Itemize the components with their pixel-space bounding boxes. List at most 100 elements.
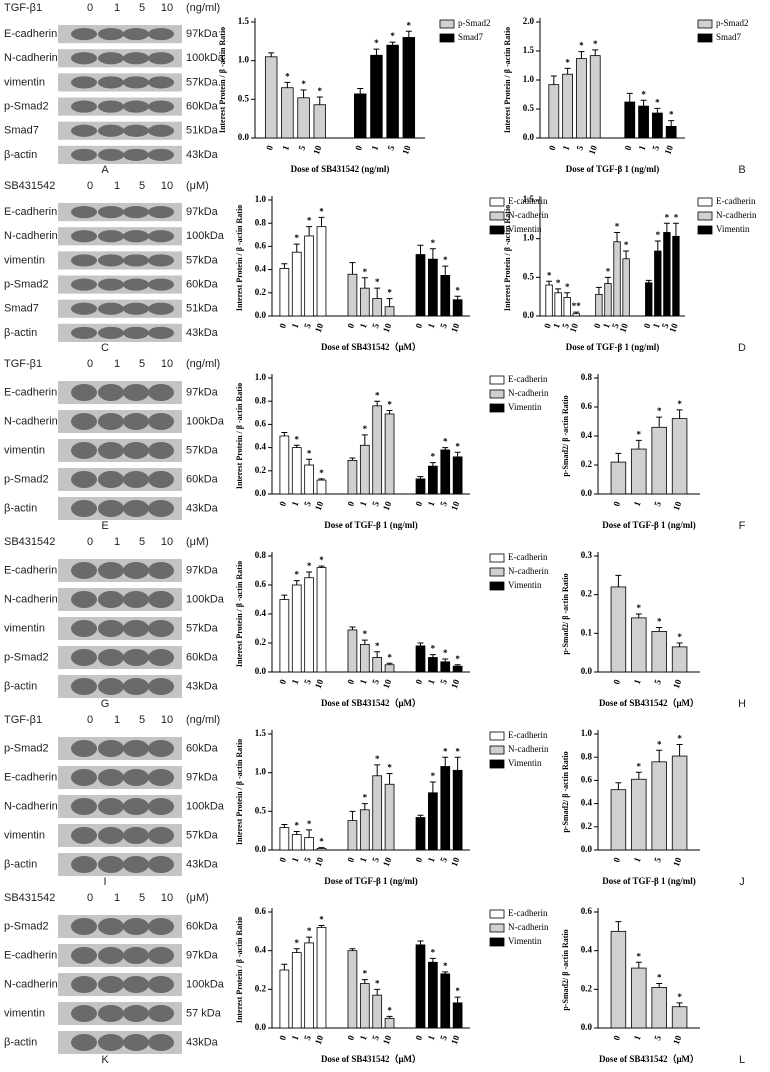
bar bbox=[545, 284, 553, 317]
x-tick-label: 0 bbox=[623, 143, 634, 151]
x-axis-label: Dose of SB431542（μM） bbox=[321, 342, 421, 352]
protein-label: β-actin bbox=[4, 149, 37, 161]
blot-band bbox=[148, 769, 174, 786]
significance-label: * bbox=[443, 961, 448, 971]
bar bbox=[428, 465, 438, 495]
error-bar bbox=[442, 658, 449, 662]
x-tick-label: 10 bbox=[313, 1033, 326, 1045]
blot-band bbox=[71, 52, 97, 65]
y-tick-label: 0.4 bbox=[255, 608, 267, 618]
error-bar bbox=[318, 565, 325, 568]
bar bbox=[613, 241, 621, 317]
legend-label: p-Smad2 bbox=[458, 18, 491, 28]
bar bbox=[631, 778, 647, 851]
error-bar bbox=[281, 263, 288, 269]
blot-band bbox=[123, 769, 149, 786]
x-tick-label: 10 bbox=[313, 321, 326, 333]
significance-label: * bbox=[655, 97, 660, 107]
blot-band bbox=[71, 384, 97, 401]
x-tick-label: 5 bbox=[652, 855, 663, 863]
blot-band bbox=[98, 649, 124, 666]
x-tick-label: 5 bbox=[652, 677, 663, 685]
bar bbox=[563, 297, 571, 317]
bar bbox=[347, 629, 358, 673]
blot-band bbox=[123, 100, 149, 113]
significance-label: * bbox=[387, 763, 392, 773]
blot-band bbox=[123, 1005, 149, 1022]
x-tick-label: 1 bbox=[290, 677, 301, 685]
bar bbox=[548, 84, 560, 139]
x-tick-label: 1 bbox=[358, 677, 369, 685]
error-bar bbox=[293, 830, 300, 835]
error-bar bbox=[429, 781, 436, 793]
significance-label: * bbox=[374, 38, 379, 48]
bar bbox=[651, 426, 667, 495]
blot-band bbox=[98, 918, 124, 935]
x-tick-label: 10 bbox=[449, 855, 462, 867]
blot-band bbox=[123, 442, 149, 459]
error-bar bbox=[555, 288, 562, 293]
error-bar bbox=[454, 664, 461, 667]
dose-label: 5 bbox=[139, 180, 145, 192]
x-tick-label: 10 bbox=[449, 499, 462, 511]
blot-band bbox=[71, 302, 97, 315]
blot-band bbox=[123, 148, 149, 162]
size-label: 43kDa bbox=[186, 680, 219, 692]
significance-label: * bbox=[375, 390, 380, 400]
treatment-label: SB431542 bbox=[4, 536, 55, 548]
error-bar bbox=[374, 287, 381, 299]
x-tick-label: 1 bbox=[632, 677, 643, 685]
bar bbox=[671, 1006, 688, 1029]
blot-band bbox=[98, 124, 124, 137]
protein-label: β-actin bbox=[4, 327, 37, 339]
bar bbox=[291, 834, 302, 851]
y-tick-label: 0.0 bbox=[255, 666, 267, 676]
legend-swatch bbox=[489, 731, 505, 741]
y-tick-label: 0.3 bbox=[581, 550, 593, 560]
legend-swatch bbox=[489, 581, 505, 591]
x-tick-label: 5 bbox=[370, 855, 381, 863]
legend-swatch bbox=[697, 225, 713, 235]
panel-letter: D bbox=[738, 342, 746, 354]
bar bbox=[651, 987, 667, 1029]
legend-label: Vimentin bbox=[716, 224, 750, 234]
blot-band bbox=[148, 442, 174, 459]
legend-label: E-cadherin bbox=[508, 196, 548, 206]
error-bar bbox=[615, 921, 622, 932]
dose-label: 0 bbox=[87, 180, 93, 192]
legend-label: Smad7 bbox=[716, 32, 742, 42]
legend-label: N-cadherin bbox=[716, 210, 757, 220]
blot-band bbox=[123, 740, 149, 757]
blot-band bbox=[71, 124, 97, 137]
x-tick-label: 0 bbox=[277, 855, 288, 863]
bar bbox=[384, 783, 395, 851]
blot-band bbox=[98, 471, 124, 488]
legend-swatch bbox=[489, 923, 505, 933]
bar bbox=[347, 459, 358, 495]
x-tick-label: 5 bbox=[370, 677, 381, 685]
bar bbox=[622, 258, 630, 317]
blot-band bbox=[98, 1034, 124, 1051]
y-tick-label: 0.2 bbox=[255, 637, 267, 647]
significance-label: * bbox=[363, 424, 368, 434]
protein-label: p-Smad2 bbox=[4, 278, 49, 290]
blot-band bbox=[98, 100, 124, 113]
x-axis-label: Dose of SB431542（μM） bbox=[599, 698, 699, 708]
y-tick-label: 0.0 bbox=[523, 132, 535, 142]
error-bar bbox=[668, 120, 675, 127]
bar bbox=[304, 464, 314, 495]
blot-band bbox=[123, 206, 149, 219]
significance-label: * bbox=[319, 915, 324, 925]
bar bbox=[576, 58, 587, 139]
error-bar bbox=[640, 99, 647, 107]
panel-letter: H bbox=[738, 698, 746, 710]
x-tick-label: 5 bbox=[296, 143, 307, 151]
size-label: 100kDa bbox=[186, 230, 225, 242]
blot-band bbox=[123, 278, 149, 291]
y-axis-label: p-Smad2/ β -actin Ratio bbox=[561, 751, 570, 832]
blot-band bbox=[98, 500, 124, 517]
blot-band bbox=[71, 413, 97, 430]
size-label: 97kDa bbox=[186, 386, 219, 398]
dose-label: 10 bbox=[161, 536, 173, 548]
